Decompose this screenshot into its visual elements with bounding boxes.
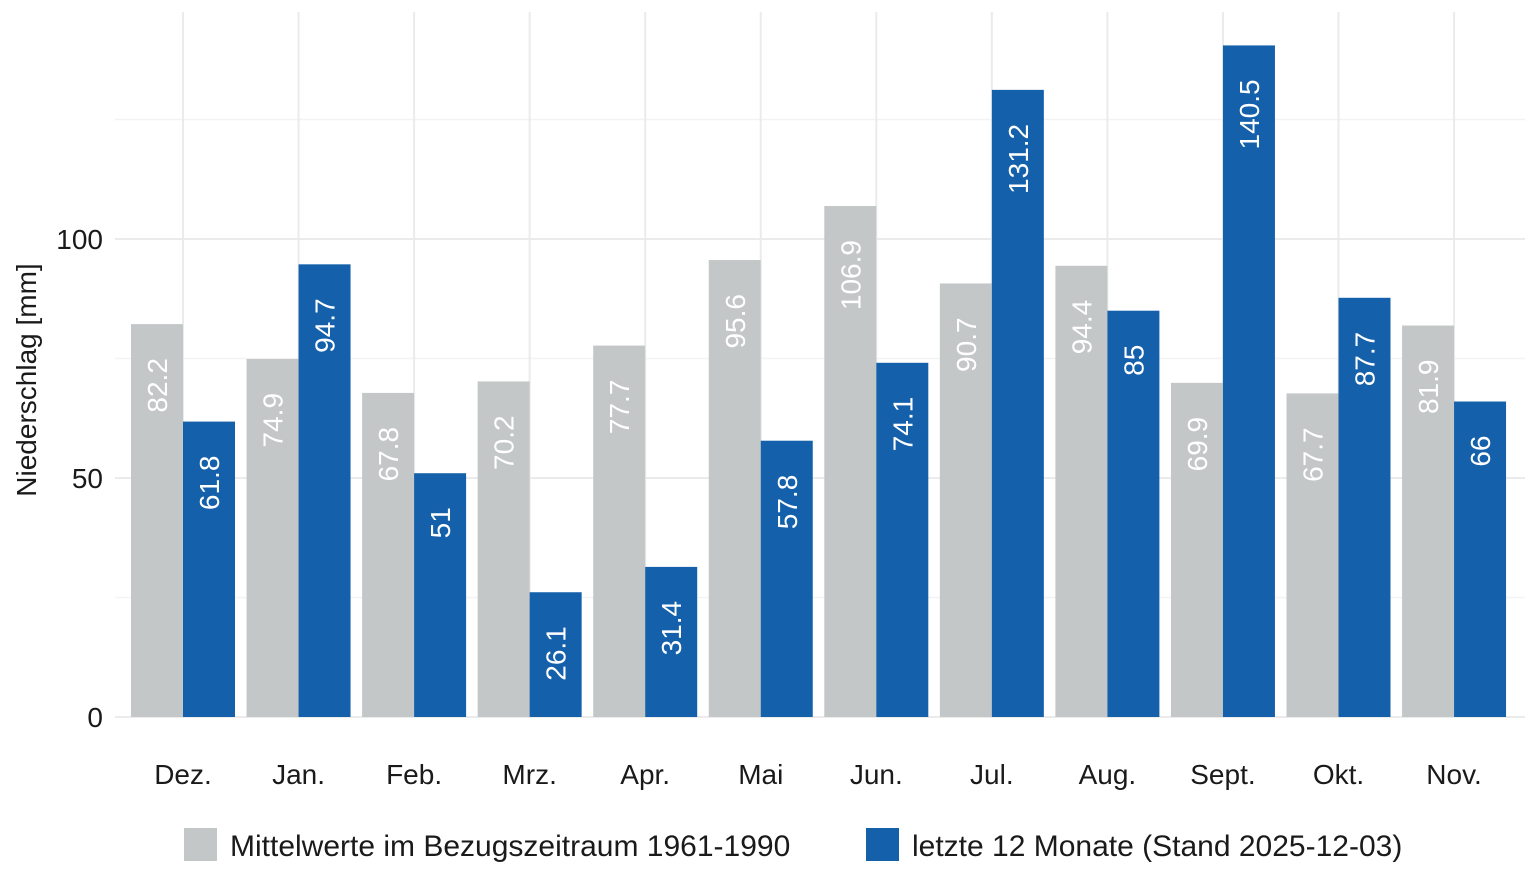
bar-mean: [939, 283, 992, 717]
data-label: 69.9: [1182, 417, 1213, 472]
x-tick-label: Dez.: [154, 759, 212, 790]
data-label: 74.1: [887, 397, 918, 452]
data-label: 87.7: [1350, 332, 1381, 387]
data-label: 81.9: [1413, 360, 1444, 415]
y-tick-label: 0: [87, 702, 103, 733]
data-label: 67.7: [1298, 427, 1329, 482]
bar-recent: [876, 362, 929, 717]
bar-recent: [645, 566, 698, 717]
legend: Mittelwerte im Bezugszeitraum 1961-1990 l…: [184, 828, 1402, 863]
x-tick-label: Mai: [738, 759, 783, 790]
x-tick-label: Jan.: [272, 759, 325, 790]
data-label: 90.7: [951, 317, 982, 372]
y-tick-label: 50: [72, 463, 103, 494]
x-tick-label: Sept.: [1190, 759, 1255, 790]
x-tick-label: Jun.: [850, 759, 903, 790]
x-tick-label: Feb.: [386, 759, 442, 790]
y-axis-label: Niederschlag [mm]: [11, 263, 42, 496]
data-label: 94.4: [1066, 300, 1097, 355]
bar-recent: [414, 473, 467, 717]
y-tick-label: 100: [56, 224, 103, 255]
x-tick-label: Nov.: [1426, 759, 1482, 790]
data-label: 106.9: [835, 240, 866, 310]
x-tick-label: Apr.: [620, 759, 670, 790]
legend-label: Mittelwerte im Bezugszeitraum 1961-1990: [230, 830, 790, 863]
data-label: 74.9: [258, 393, 289, 448]
data-label: 95.6: [720, 294, 751, 349]
data-label: 61.8: [194, 456, 225, 511]
bar-recent: [1107, 310, 1160, 717]
bar-recent: [298, 264, 351, 717]
data-label: 70.2: [489, 415, 520, 470]
data-label: 67.8: [373, 427, 404, 482]
bar-mean: [1286, 393, 1339, 717]
data-label: 57.8: [772, 475, 803, 530]
bar-recent: [991, 89, 1044, 717]
data-label: 77.7: [604, 380, 635, 435]
bar-mean: [824, 206, 877, 717]
bars: 82.2 74.9 67.8 70.2 77.7 95.6 106.9 90.7 94.4 69.…: [131, 45, 1507, 718]
data-label: 82.2: [142, 358, 173, 413]
bar-recent: [1222, 45, 1275, 718]
bar-mean: [1402, 325, 1455, 717]
bar-mean: [246, 358, 299, 717]
bar-recent: [760, 440, 813, 717]
legend-label: letzte 12 Monate (Stand 2025-12-03): [912, 830, 1402, 863]
data-label: 140.5: [1234, 79, 1265, 149]
bar-mean: [362, 392, 415, 717]
data-label: 51: [425, 507, 456, 538]
legend-swatch: [184, 828, 217, 861]
data-label: 94.7: [310, 298, 341, 353]
bar-recent: [183, 421, 235, 717]
bar-mean: [593, 345, 646, 717]
bar-mean: [131, 324, 183, 717]
x-axis-ticks: Dez. Jan. Feb. Mrz. Apr. Mai Jun. Jul. Aug. Sept.…: [154, 759, 1482, 790]
x-tick-label: Okt.: [1313, 759, 1364, 790]
bar-mean: [477, 381, 530, 717]
bar-recent: [1338, 297, 1391, 717]
data-label: 85: [1118, 345, 1149, 376]
bar-recent: [529, 592, 582, 717]
x-tick-label: Aug.: [1079, 759, 1137, 790]
data-label: 131.2: [1003, 124, 1034, 194]
bar-mean: [1055, 265, 1108, 717]
x-tick-label: Jul.: [970, 759, 1014, 790]
bar-recent: [1454, 401, 1507, 717]
bar-mean: [1170, 382, 1223, 717]
bar-mean: [708, 260, 761, 717]
data-label: 66: [1465, 436, 1496, 467]
y-axis-ticks: 0 50 100: [56, 224, 103, 733]
legend-swatch: [866, 828, 899, 861]
x-tick-label: Mrz.: [502, 759, 556, 790]
data-label: 26.1: [541, 626, 572, 681]
data-label: 31.4: [656, 601, 687, 656]
